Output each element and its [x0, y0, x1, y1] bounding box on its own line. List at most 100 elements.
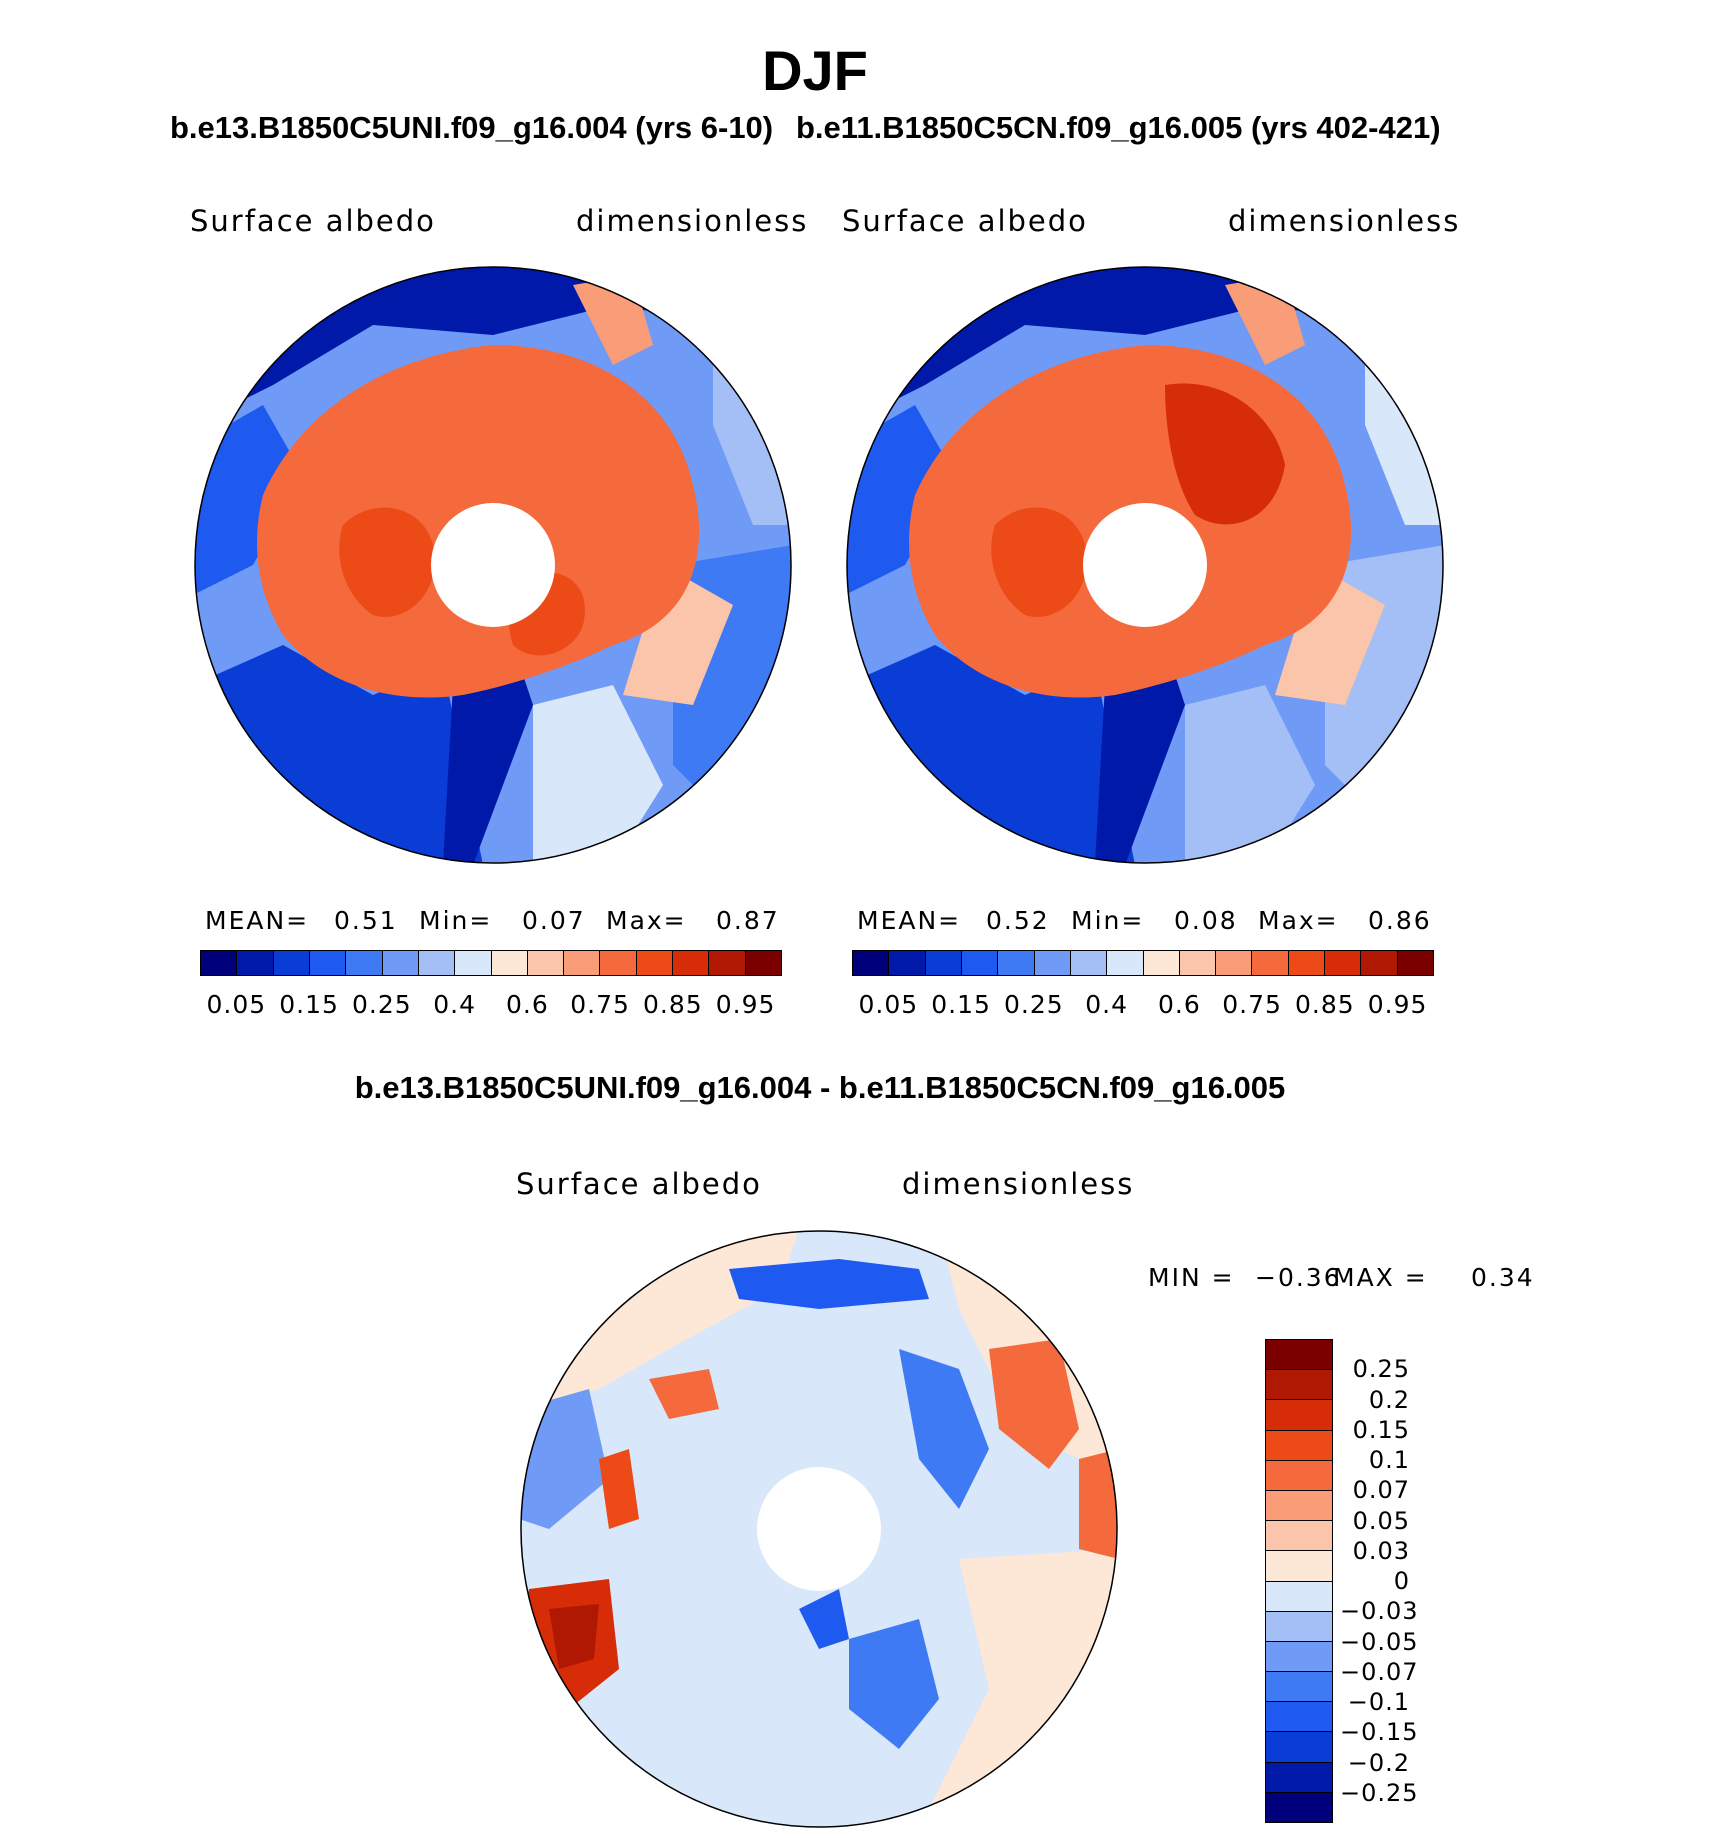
colorbar-swatch — [853, 951, 890, 975]
colorbar-swatch — [1034, 951, 1071, 975]
colorbar-tick-label: 0.75 — [570, 990, 630, 1019]
left-min-value: 0.07 — [522, 906, 586, 935]
colorbar-tick-label: −0.03 — [1340, 1597, 1419, 1626]
colorbar-swatch — [455, 951, 492, 975]
colorbar-tick-label: 0.25 — [1004, 990, 1064, 1019]
colorbar-swatch — [961, 951, 999, 975]
colorbar-swatch — [201, 951, 238, 975]
colorbar-tick-label: 0.05 — [1352, 1506, 1410, 1535]
colorbar-tick-label: −0.05 — [1340, 1627, 1419, 1656]
colorbar-swatch — [382, 951, 419, 975]
colorbar-tick-label: 0.95 — [715, 990, 776, 1019]
colorbar-swatch — [1216, 951, 1253, 975]
left-mean-label: MEAN= — [205, 906, 310, 935]
colorbar-tick-label: 0.4 — [433, 990, 476, 1019]
right-polar-map — [846, 266, 1444, 864]
colorbar-swatch — [1107, 951, 1144, 975]
diff-variable-label: Surface albedo — [516, 1167, 762, 1201]
difference-colorbar — [1265, 1339, 1333, 1823]
right-variable-label: Surface albedo — [842, 204, 1088, 238]
colorbar-tick-label: 0.03 — [1352, 1536, 1410, 1565]
colorbar-swatch — [309, 951, 347, 975]
difference-polar-map — [520, 1230, 1118, 1828]
colorbar-swatch — [1266, 1581, 1332, 1612]
colorbar-swatch — [491, 951, 528, 975]
left-mean-value: 0.51 — [334, 906, 398, 935]
colorbar-swatch — [925, 951, 962, 975]
colorbar-tick-label: −0.25 — [1340, 1778, 1419, 1807]
left-max-value: 0.87 — [716, 906, 780, 935]
colorbar-swatch — [418, 951, 456, 975]
left-colorbar — [200, 950, 782, 976]
right-max-value: 0.86 — [1368, 906, 1432, 935]
left-units-label: dimensionless — [576, 204, 809, 238]
colorbar-tick-label: −0.07 — [1340, 1657, 1419, 1686]
colorbar-swatch — [1179, 951, 1217, 975]
diff-units-label: dimensionless — [902, 1167, 1135, 1201]
colorbar-swatch — [998, 951, 1035, 975]
colorbar-swatch — [1266, 1521, 1332, 1552]
left-max-label: Max= — [606, 906, 687, 935]
diff-max-value: 0.34 — [1471, 1263, 1535, 1292]
colorbar-tick-label: 0.05 — [858, 990, 919, 1019]
season-title: DJF — [762, 39, 868, 102]
colorbar-swatch — [1266, 1430, 1332, 1461]
diff-max-label: MAX = — [1333, 1263, 1428, 1292]
colorbar-tick-label: 0 — [1393, 1567, 1410, 1595]
colorbar-tick-label: 0.15 — [279, 990, 339, 1019]
colorbar-tick-label: 0.95 — [1367, 990, 1428, 1019]
right-colorbar-ticks: 0.05 0.15 0.25 0.4 0.6 0.75 0.85 0.95 — [852, 990, 1434, 1020]
right-min-label: Min= — [1071, 906, 1145, 935]
colorbar-tick-label: 0.05 — [206, 990, 267, 1019]
colorbar-swatch — [273, 951, 310, 975]
left-variable-label: Surface albedo — [190, 204, 436, 238]
colorbar-tick-label: −0.2 — [1347, 1748, 1410, 1777]
colorbar-swatch — [1266, 1641, 1332, 1673]
colorbar-tick-label: 0.25 — [1352, 1355, 1410, 1384]
difference-title: b.e13.B1850C5UNI.f09_g16.004 - b.e11.B18… — [354, 1070, 1286, 1105]
colorbar-swatch — [1266, 1762, 1332, 1793]
left-min-label: Min= — [419, 906, 493, 935]
colorbar-swatch — [745, 951, 781, 975]
right-mean-value: 0.52 — [986, 906, 1050, 935]
right-case-title: b.e11.B1850C5CN.f09_g16.005 (yrs 402-421… — [796, 110, 1441, 145]
colorbar-tick-label: 0.85 — [1295, 990, 1355, 1019]
colorbar-swatch — [564, 951, 601, 975]
colorbar-swatch — [1266, 1672, 1332, 1703]
colorbar-swatch — [600, 951, 637, 975]
colorbar-tick-label: 0.85 — [643, 990, 703, 1019]
colorbar-swatch — [1143, 951, 1180, 975]
colorbar-tick-label: 0.15 — [1352, 1415, 1410, 1444]
colorbar-swatch — [889, 951, 926, 975]
colorbar-swatch — [1266, 1400, 1332, 1431]
diff-min-value: −0.36 — [1255, 1263, 1342, 1292]
colorbar-swatch — [709, 951, 746, 975]
right-units-label: dimensionless — [1228, 204, 1461, 238]
left-case-title: b.e13.B1850C5UNI.f09_g16.004 (yrs 6-10) — [170, 110, 774, 145]
colorbar-tick-label: 0.75 — [1222, 990, 1282, 1019]
colorbar-swatch — [1266, 1340, 1332, 1371]
colorbar-tick-label: −0.1 — [1347, 1688, 1410, 1716]
colorbar-swatch — [1252, 951, 1289, 975]
colorbar-tick-label: 0.25 — [352, 990, 412, 1019]
left-colorbar-ticks: 0.05 0.15 0.25 0.4 0.6 0.75 0.85 0.95 — [200, 990, 782, 1020]
colorbar-tick-label: 0.07 — [1352, 1476, 1410, 1505]
colorbar-swatch — [1266, 1611, 1332, 1642]
colorbar-tick-label: −0.15 — [1340, 1718, 1419, 1747]
right-min-value: 0.08 — [1174, 906, 1238, 935]
colorbar-swatch — [1288, 951, 1326, 975]
colorbar-tick-label: 0.6 — [1157, 990, 1201, 1019]
colorbar-swatch — [527, 951, 565, 975]
colorbar-swatch — [1397, 951, 1433, 975]
colorbar-swatch — [346, 951, 383, 975]
right-colorbar — [852, 950, 1434, 976]
colorbar-swatch — [636, 951, 674, 975]
colorbar-swatch — [1070, 951, 1108, 975]
colorbar-swatch — [1266, 1732, 1332, 1763]
colorbar-tick-label: 0.1 — [1368, 1446, 1410, 1474]
right-max-label: Max= — [1258, 906, 1339, 935]
difference-colorbar-ticks: 0.25 0.2 0.15 0.1 0.07 0.05 0.03 0 −0.03 −0.05 −0.… — [1340, 1339, 1460, 1823]
colorbar-tick-label: 0.2 — [1368, 1385, 1410, 1414]
right-mean-label: MEAN= — [857, 906, 962, 935]
colorbar-swatch — [237, 951, 274, 975]
